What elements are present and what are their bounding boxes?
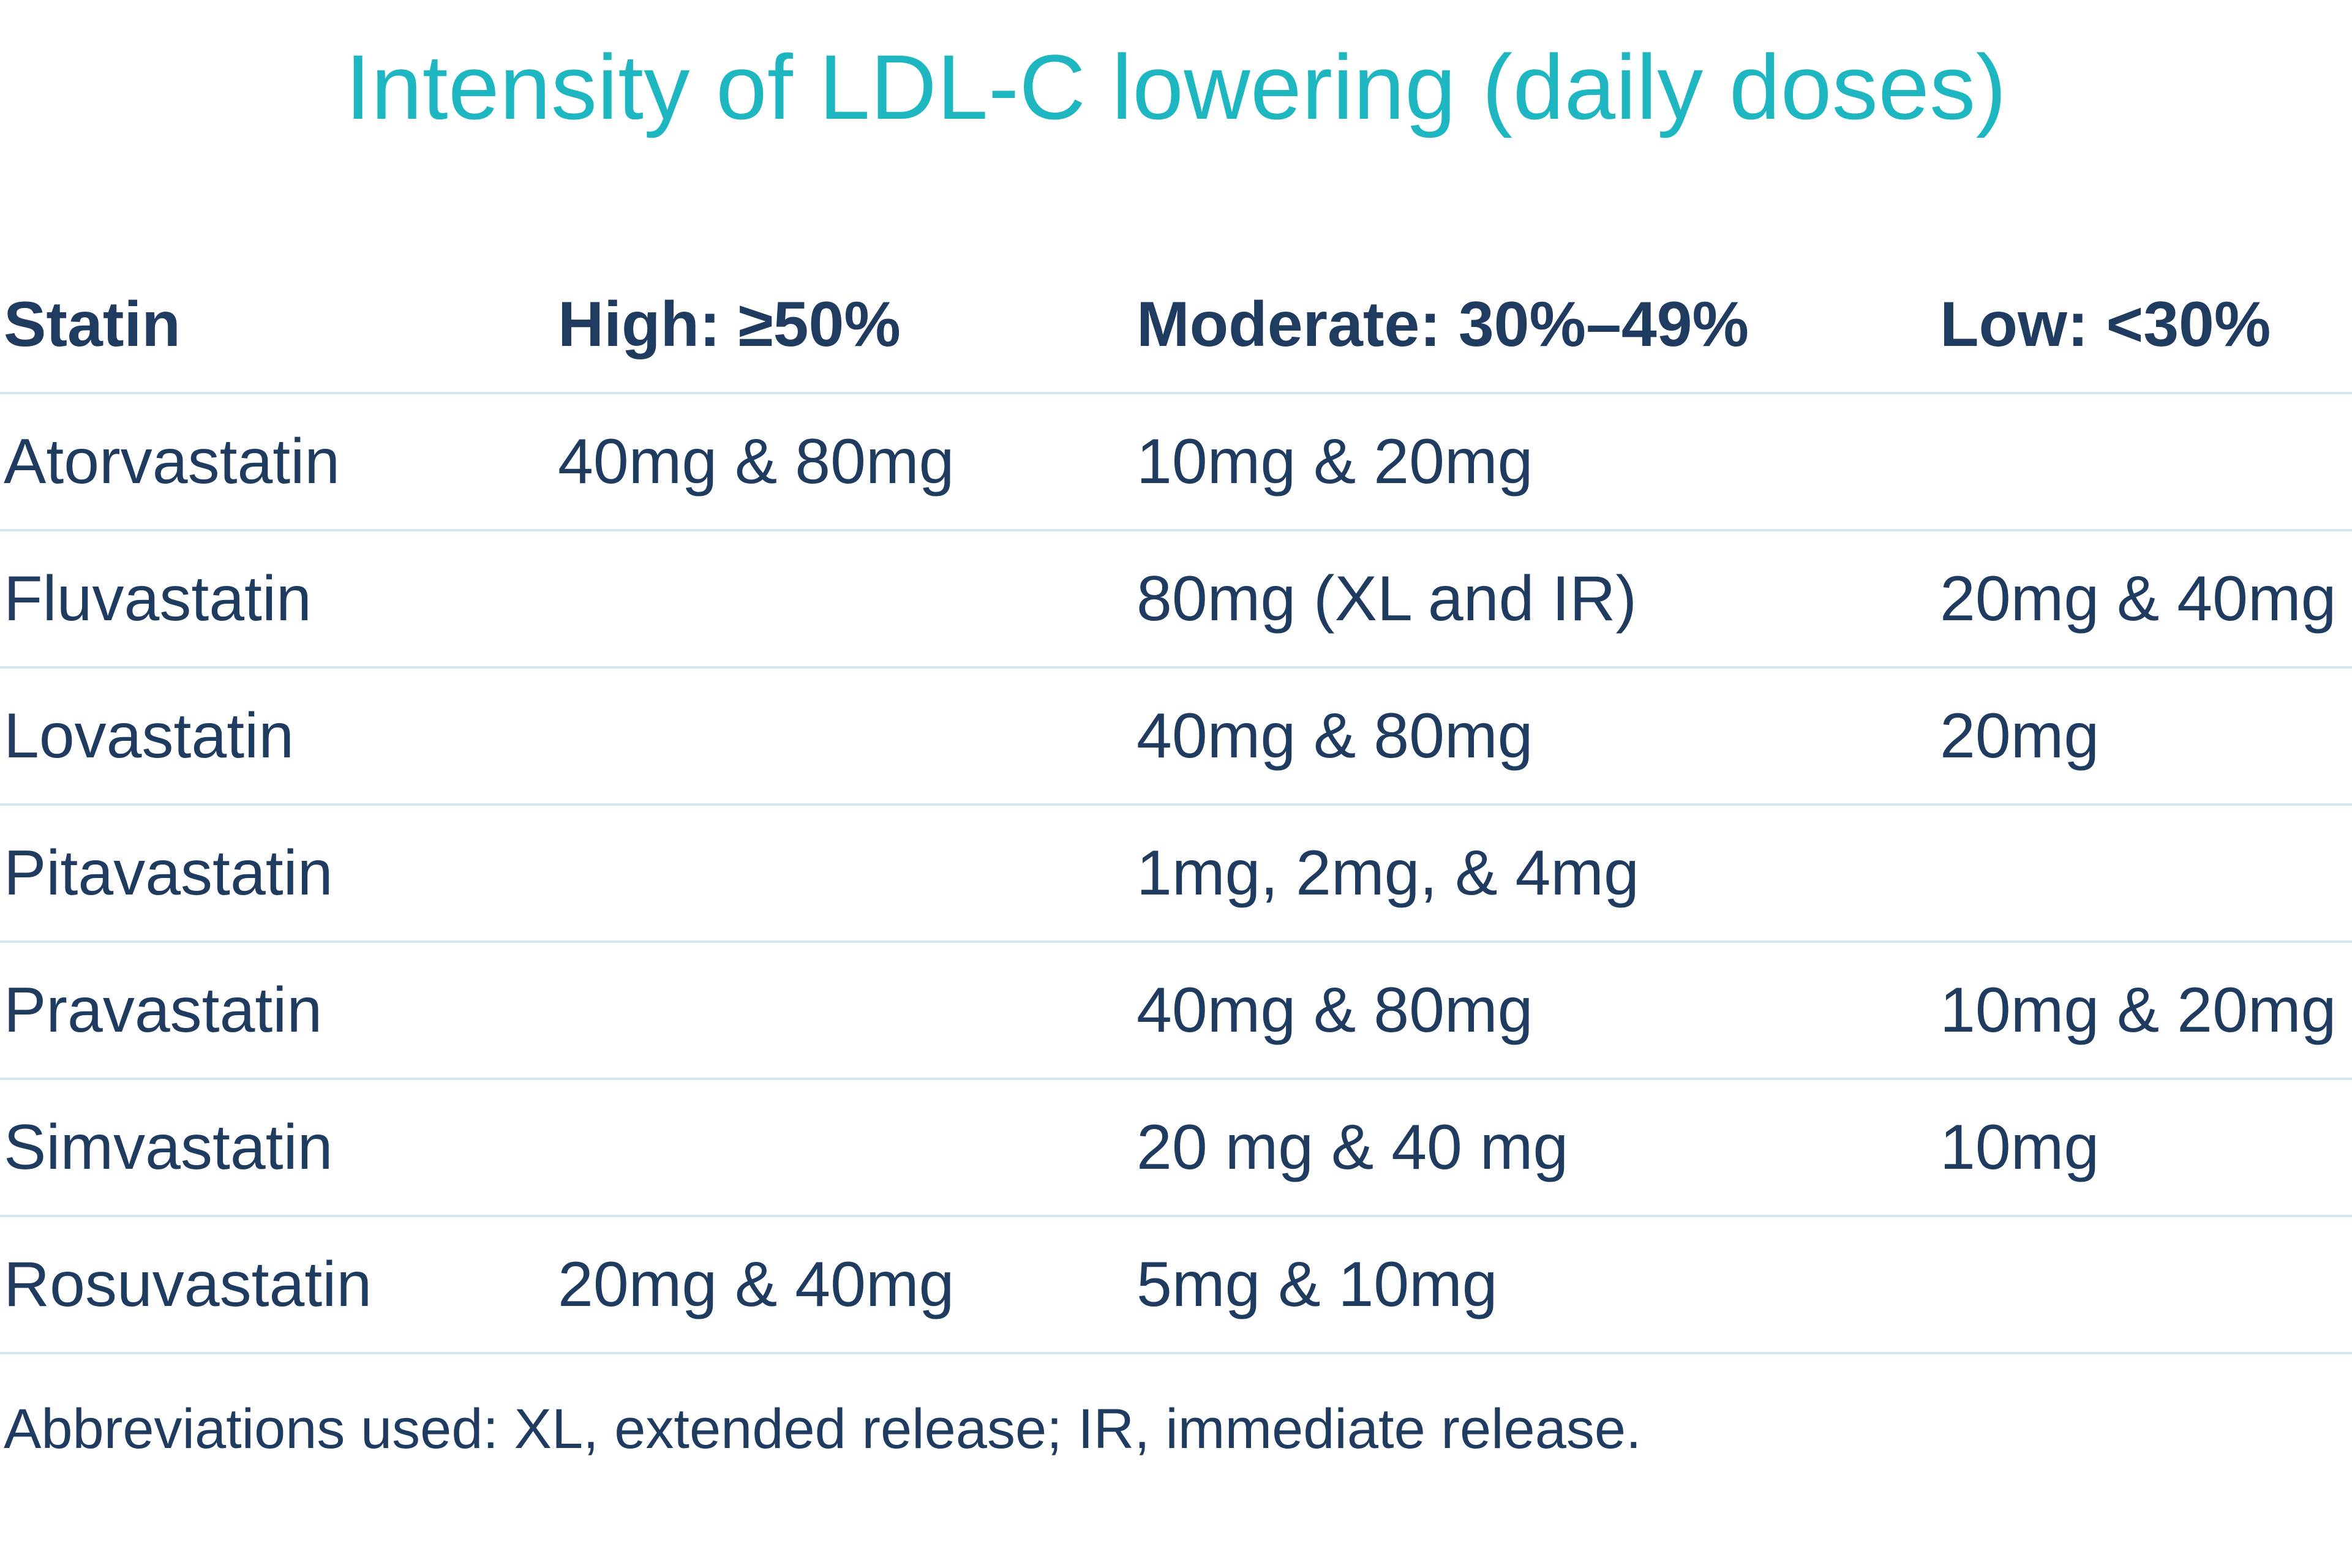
high-dose-cell <box>554 530 1133 669</box>
statin-name-cell: Pravastatin <box>0 942 554 1080</box>
statin-name-cell: Pitavastatin <box>0 805 554 943</box>
high-dose-cell <box>554 942 1133 1080</box>
low-dose-cell <box>1936 393 2352 531</box>
table-row: Atorvastatin 40mg & 80mg 10mg & 20mg <box>0 393 2352 531</box>
statin-name-cell: Rosuvastatin <box>0 1216 554 1354</box>
moderate-dose-cell: 10mg & 20mg <box>1133 393 1936 531</box>
low-dose-cell: 20mg <box>1936 667 2352 806</box>
header-statin: Statin <box>0 257 554 394</box>
header-moderate: Moderate: 30%–49% <box>1133 257 1936 394</box>
low-dose-cell: 10mg & 20mg <box>1936 942 2352 1080</box>
low-dose-cell: 10mg <box>1936 1079 2352 1217</box>
statin-name-cell: Fluvastatin <box>0 530 554 669</box>
table-row: Lovastatin 40mg & 80mg 20mg <box>0 667 2352 806</box>
moderate-dose-cell: 80mg (XL and IR) <box>1133 530 1936 669</box>
moderate-dose-cell: 40mg & 80mg <box>1133 942 1936 1080</box>
table-row: Pravastatin 40mg & 80mg 10mg & 20mg <box>0 942 2352 1080</box>
statin-name-cell: Atorvastatin <box>0 393 554 531</box>
low-dose-cell <box>1936 1216 2352 1354</box>
moderate-dose-cell: 40mg & 80mg <box>1133 667 1936 806</box>
table-header-row: Statin High: ≥50% Moderate: 30%–49% Low:… <box>0 257 2352 394</box>
page-title: Intensity of LDL-C lowering (daily doses… <box>345 36 2007 138</box>
moderate-dose-cell: 20 mg & 40 mg <box>1133 1079 1936 1217</box>
high-dose-cell <box>554 1079 1133 1217</box>
low-dose-cell: 20mg & 40mg <box>1936 530 2352 669</box>
statin-table-container: Statin High: ≥50% Moderate: 30%–49% Low:… <box>0 257 2352 1354</box>
header-high: High: ≥50% <box>554 257 1133 394</box>
table-row: Rosuvastatin 20mg & 40mg 5mg & 10mg <box>0 1216 2352 1354</box>
statin-table: Statin High: ≥50% Moderate: 30%–49% Low:… <box>0 257 2352 1354</box>
abbreviations-footnote: Abbreviations used: XL, extended release… <box>4 1398 1642 1460</box>
high-dose-cell <box>554 805 1133 943</box>
table-row: Fluvastatin 80mg (XL and IR) 20mg & 40mg <box>0 530 2352 669</box>
header-low: Low: <30% <box>1936 257 2352 394</box>
statin-name-cell: Simvastatin <box>0 1079 554 1217</box>
table-row: Pitavastatin 1mg, 2mg, & 4mg <box>0 805 2352 943</box>
moderate-dose-cell: 1mg, 2mg, & 4mg <box>1133 805 1936 943</box>
high-dose-cell <box>554 667 1133 806</box>
moderate-dose-cell: 5mg & 10mg <box>1133 1216 1936 1354</box>
high-dose-cell: 40mg & 80mg <box>554 393 1133 531</box>
high-dose-cell: 20mg & 40mg <box>554 1216 1133 1354</box>
low-dose-cell <box>1936 805 2352 943</box>
statin-name-cell: Lovastatin <box>0 667 554 806</box>
table-row: Simvastatin 20 mg & 40 mg 10mg <box>0 1079 2352 1217</box>
